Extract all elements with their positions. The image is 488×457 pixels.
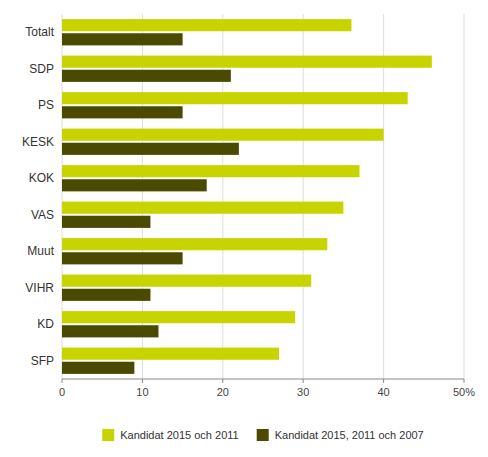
bar xyxy=(62,143,239,155)
bar xyxy=(62,202,343,214)
legend-swatch xyxy=(102,429,114,441)
tick-label: 10 xyxy=(136,386,148,398)
tick-mark xyxy=(464,379,465,383)
bar xyxy=(62,216,150,228)
tick-mark xyxy=(62,379,63,383)
bar xyxy=(62,56,432,68)
category-label: Totalt xyxy=(25,25,54,39)
legend-item: Kandidat 2015, 2011 och 2007 xyxy=(257,429,424,441)
bar xyxy=(62,348,279,360)
bar xyxy=(62,165,359,177)
bar xyxy=(62,238,327,250)
grid-line xyxy=(464,14,465,379)
y-axis: Totalt SDP PS KESK KOK VAS Muut VIHR KD SFP xyxy=(22,25,55,368)
tick-label: 30 xyxy=(297,386,309,398)
tick-label: 50% xyxy=(453,386,475,398)
chart-svg: 0 10 20 30 40 50% Totalt SDP PS KESK KOK VAS Muut VIH… xyxy=(0,0,488,457)
legend-swatch xyxy=(257,429,269,441)
bar xyxy=(62,106,183,118)
category-label: KESK xyxy=(22,135,54,149)
bar xyxy=(62,33,183,45)
grid-line xyxy=(303,14,304,379)
tick-mark xyxy=(303,379,304,383)
category-label: SDP xyxy=(29,62,54,76)
legend-label: Kandidat 2015 och 2011 xyxy=(120,429,238,441)
category-label: VAS xyxy=(31,208,54,222)
bar xyxy=(62,252,183,264)
bar xyxy=(62,362,134,374)
category-label: Muut xyxy=(27,244,54,258)
tick-mark xyxy=(222,379,223,383)
bar xyxy=(62,19,351,31)
grid-line xyxy=(383,14,384,379)
grid-line xyxy=(222,14,223,379)
tick-label: 20 xyxy=(217,386,229,398)
x-axis: 0 10 20 30 40 50% xyxy=(59,379,475,398)
legend-item: Kandidat 2015 och 2011 xyxy=(102,429,238,441)
chart-container: 0 10 20 30 40 50% Totalt SDP PS KESK KOK VAS Muut VIH… xyxy=(0,0,488,457)
bar xyxy=(62,179,207,191)
bar xyxy=(62,325,158,337)
axis-line xyxy=(62,379,464,380)
grid xyxy=(62,14,464,379)
bar xyxy=(62,311,295,323)
category-label: KOK xyxy=(29,171,54,185)
category-label: KD xyxy=(37,317,54,331)
tick-mark xyxy=(142,379,143,383)
legend-label: Kandidat 2015, 2011 och 2007 xyxy=(275,429,424,441)
bar xyxy=(62,129,384,141)
category-label: PS xyxy=(38,98,54,112)
grid-line xyxy=(62,14,63,379)
category-label: SFP xyxy=(31,354,54,368)
category-label: VIHR xyxy=(25,281,54,295)
tick-mark xyxy=(383,379,384,383)
grid-line xyxy=(142,14,143,379)
bar xyxy=(62,275,311,287)
legend: Kandidat 2015 och 2011 Kandidat 2015, 201… xyxy=(102,429,424,441)
bar xyxy=(62,92,408,104)
bars xyxy=(62,19,432,374)
bar xyxy=(62,289,150,301)
tick-label: 0 xyxy=(59,386,65,398)
tick-label: 40 xyxy=(377,386,389,398)
bar xyxy=(62,70,231,82)
